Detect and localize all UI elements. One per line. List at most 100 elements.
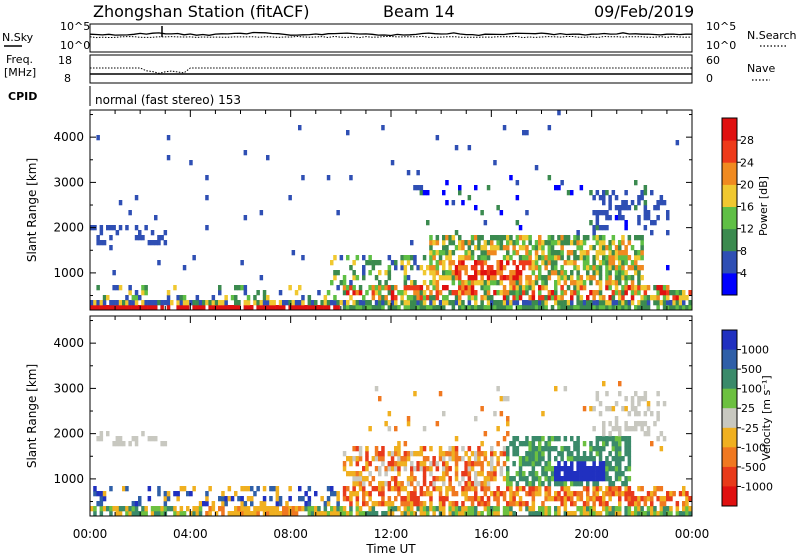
vel-cell [483,501,488,507]
vel-cell [602,506,606,512]
power-cell [483,255,488,261]
power-cell [598,290,603,296]
power-cell [342,275,347,281]
vel-cell [614,486,619,492]
vel-cell [256,486,260,492]
vel-cell [509,481,513,487]
vel-cell [496,426,500,432]
velocity-colorbar-tick: 25 [741,402,755,415]
power-cell [566,250,571,256]
power-cell [576,255,580,261]
vel-cell [592,471,596,477]
vel-cell [554,446,558,452]
vel-cell [346,511,350,517]
power-cell [502,245,507,251]
power-cell [333,295,337,301]
power-cell [163,240,168,246]
power-cell [435,280,440,286]
vel-cell [595,491,600,497]
power-cell [304,305,308,311]
vel-cell [438,486,443,492]
power-cell [566,235,571,241]
power-cell [429,295,433,301]
vel-cell [512,501,516,507]
power-cell [531,260,536,266]
vel-cell [605,391,609,397]
vel-cell [598,476,603,482]
power-cell [493,235,497,241]
power-cell [541,250,545,256]
beam-label: Beam 14 [383,2,455,21]
vel-cell [467,461,472,467]
vel-cell [506,456,510,462]
power-cell [262,290,267,296]
power-cell [518,225,523,231]
vel-cell [605,511,609,517]
power-cell [586,300,590,306]
vel-cell [477,461,481,467]
vel-cell [666,506,670,512]
power-cell [637,255,641,261]
power-cell [608,195,612,201]
vel-cell [474,471,478,477]
vel-cell [394,446,398,452]
power-cell [528,235,532,241]
power-cell [486,280,491,286]
vel-cell [560,456,564,462]
power-cell [368,285,372,291]
power-cell [128,210,132,216]
vel-cell [554,436,558,442]
vel-cell [125,486,129,492]
vel-cell [570,511,574,517]
power-cell [554,270,558,276]
vel-cell [106,506,110,512]
vel-cell [496,486,500,492]
vel-cell [538,436,542,442]
vel-cell [560,446,564,452]
power-cell [579,300,584,306]
power-cell [669,290,673,296]
power-cell [93,300,97,306]
vel-cell [611,491,616,497]
power-cell [624,205,628,211]
power-cell [330,300,334,306]
vel-cell [570,496,574,502]
power-cell [480,305,484,311]
power-colorbar-swatch [722,162,737,185]
vel-cell [614,471,619,477]
vel-cell [218,506,222,512]
power-cell [256,305,260,311]
vel-cell [438,496,443,502]
vel-cell [448,466,452,472]
vel-cell [602,431,606,437]
vel-cell [525,456,529,462]
power-cell [387,255,392,261]
power-cell [570,305,574,311]
vel-cell [349,471,353,477]
power-cell [560,255,564,261]
vel-cell [490,466,494,472]
vel-cell [435,486,440,492]
search-tick-low: 10^0 [706,39,736,52]
vel-cell [387,486,392,492]
vel-cell [333,506,337,512]
power-cell [554,260,558,266]
vel-cell [621,471,625,477]
vel-cell [627,426,632,432]
vel-cell [474,461,478,467]
power-cell [474,235,478,241]
vel-cell [512,451,516,457]
vel-cell [474,511,478,517]
vel-cell [368,506,372,512]
power-cell [442,270,446,276]
vel-cell [605,506,609,512]
vel-cell [266,511,270,517]
vel-cell [554,481,558,487]
cpid-text: normal (fast stereo) 153 [95,93,241,107]
vel-cell [477,446,481,452]
power-cell [502,305,507,311]
vel-cell [323,501,328,507]
vel-cell [387,451,392,457]
vel-cell [486,511,491,517]
vel-cell [608,466,612,472]
